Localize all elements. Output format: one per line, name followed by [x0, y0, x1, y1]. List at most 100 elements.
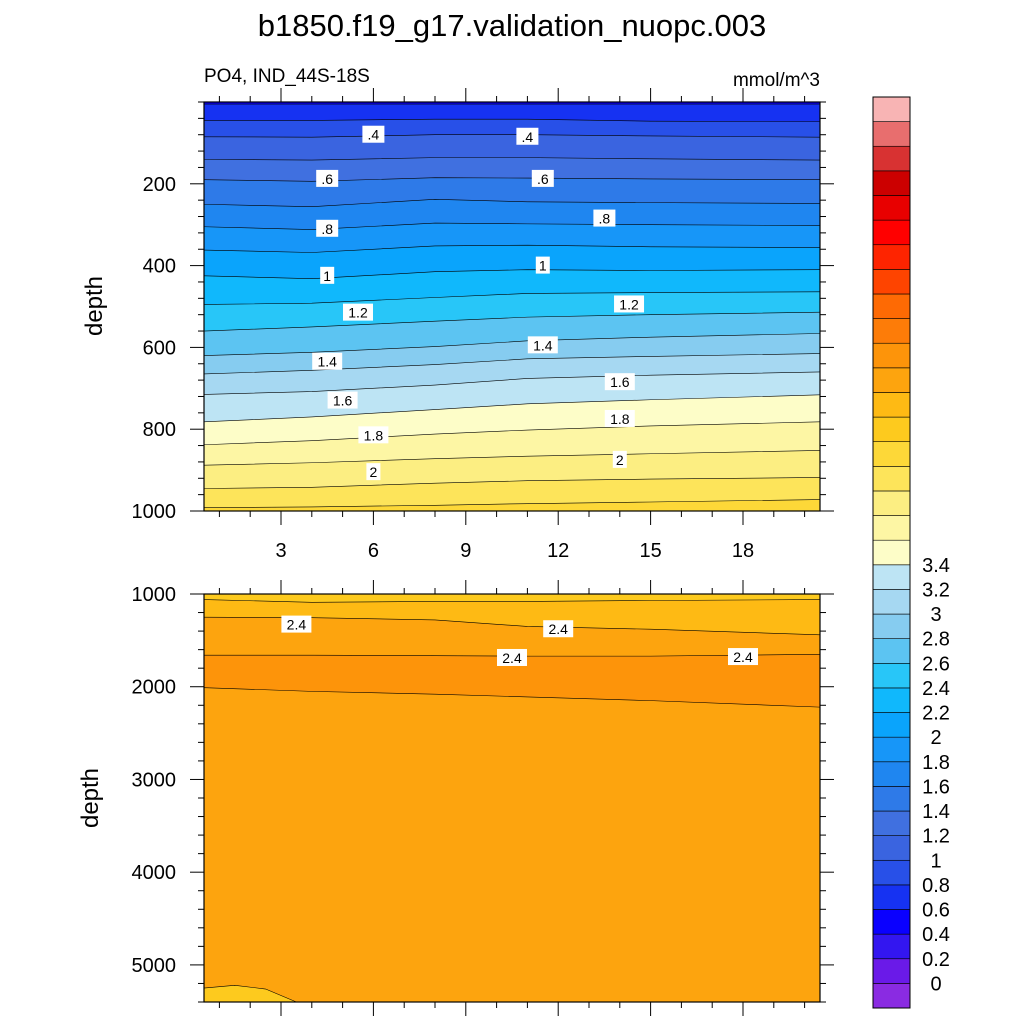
contour-label-text: .8 — [599, 211, 611, 227]
colorbar-tick-label: 0.6 — [922, 900, 950, 922]
x-tick-label: 12 — [547, 540, 569, 562]
colorbar-swatch — [872, 269, 911, 295]
contour-line-12 — [203, 353, 821, 375]
y-tick-label: 2000 — [132, 677, 177, 699]
contour-label-text: 2.4 — [733, 649, 753, 665]
contour-label-box — [535, 256, 550, 274]
contour-label-text: .4 — [368, 127, 380, 143]
contour-line-7 — [203, 244, 821, 253]
colorbar-swatch — [872, 761, 911, 787]
colorbar-tick-label: 2.6 — [922, 653, 950, 675]
contour-label-box — [516, 127, 539, 145]
colorbar-swatch — [872, 342, 911, 369]
colorbar-tick-label: 1.2 — [922, 826, 950, 848]
contour-label-text: 2 — [370, 464, 378, 480]
contour-line-15 — [203, 421, 821, 446]
contour-label-box — [604, 373, 635, 391]
contour-label-0: 2.4 — [281, 615, 312, 633]
contour-label-8: 1.2 — [343, 303, 373, 321]
bottom-panel-ylabel: depth — [77, 768, 104, 828]
contour-label-6: 1 — [320, 266, 335, 284]
contour-line-10 — [203, 311, 821, 332]
x-tick-label: 15 — [639, 540, 661, 562]
contour-label-text: 1.2 — [348, 305, 368, 321]
contour-label-text: 2.4 — [287, 617, 307, 633]
contour-line-11 — [203, 333, 821, 356]
contour-label-box — [316, 169, 339, 187]
contour-line-16 — [203, 450, 821, 466]
left-subtitle: PO4, IND_44S-18S — [204, 66, 370, 87]
colorbar-swatch — [872, 318, 911, 344]
contour-label-3: .6 — [531, 169, 554, 187]
contour-line-14 — [203, 394, 821, 423]
contour-line-5 — [203, 199, 821, 208]
colorbar-swatch — [872, 219, 911, 246]
x-tick-label: 18 — [732, 540, 754, 562]
contour-label-box — [531, 169, 554, 187]
colorbar-swatch — [872, 441, 911, 467]
contour-label-text: .8 — [321, 221, 333, 237]
top-panel: .4 .4 .6 .6 .8 .8 1 1 1.2 1.2 1.4 1.4 1.6 1.6 1.8 1.8 2 2… — [81, 88, 834, 562]
contour-label-box — [281, 615, 312, 633]
contour-label-text: 1 — [539, 258, 547, 274]
contour-label-text: .4 — [522, 129, 534, 145]
contour-label-box — [593, 209, 616, 227]
contour-label-0: .4 — [362, 125, 385, 143]
contour-label-12: 1.6 — [327, 391, 358, 409]
colorbar-swatch — [872, 145, 911, 172]
bottom-panel-contour-labels: 2.4 2.4 2.4 2.4 — [281, 615, 758, 666]
contour-line-18 — [203, 499, 821, 509]
contour-label-box — [362, 125, 385, 143]
colorbar-tick-label: 2.4 — [922, 678, 950, 700]
contour-label-text: 2.4 — [548, 621, 568, 637]
y-tick-label: 3000 — [132, 769, 177, 791]
bottom-panel: 2.4 2.4 2.4 2.4 1000 2000 3000 4000 5000 depth — [77, 580, 834, 1016]
contour-label-text: 1.6 — [333, 393, 353, 409]
contour-label-2: 2.4 — [497, 648, 527, 666]
top-panel-ylabel: depth — [81, 276, 108, 336]
contour-label-box — [358, 426, 389, 444]
colorbar-swatch — [872, 786, 911, 812]
contour-line-0 — [203, 599, 821, 603]
colorbar-swatch — [872, 515, 911, 541]
contour-line-8 — [203, 269, 821, 279]
colorbar-swatch — [872, 195, 911, 221]
contour-label-text: 2 — [616, 452, 624, 468]
contour-label-15: 1.8 — [604, 409, 635, 427]
top-panel-contour-labels: .4 .4 .6 .6 .8 .8 1 1 1.2 1.2 1.4 1.4 1.6 1.6 1.8 1.8 2 2 — [312, 125, 645, 481]
colorbar-tick-label: 3.2 — [922, 579, 950, 601]
colorbar-swatch — [872, 835, 911, 861]
x-tick-label: 6 — [368, 540, 379, 562]
colorbar-swatch — [872, 613, 911, 639]
contour-label-text: 1.2 — [619, 296, 639, 312]
contour-label-10: 1.4 — [312, 352, 343, 370]
colorbar-tick-label: 0.4 — [922, 924, 950, 946]
contour-label-1: 2.4 — [543, 620, 574, 638]
colorbar-swatch — [872, 884, 911, 910]
contour-line-9 — [203, 291, 821, 305]
colorbar-tick-label: 1.4 — [922, 801, 950, 823]
contour-label-7: 1 — [535, 256, 550, 274]
colorbar-swatch — [872, 983, 911, 1009]
colorbar-swatch — [872, 416, 911, 443]
contour-line-1 — [204, 118, 821, 122]
colorbar-swatch — [872, 736, 911, 763]
colorbar-swatch — [872, 909, 911, 935]
contour-label-box — [316, 219, 339, 237]
contour-label-text: .6 — [537, 171, 549, 187]
colorbar-tick-label: 2.2 — [922, 703, 950, 725]
colorbar-swatch — [872, 933, 911, 960]
y-tick-label: 600 — [143, 337, 176, 359]
colorbar-swatch — [872, 638, 911, 664]
colorbar-tick-label: 3 — [930, 604, 941, 626]
contour-line-6 — [203, 222, 821, 230]
contour-label-1: .4 — [516, 127, 539, 145]
contour-line-13 — [203, 371, 821, 395]
contour-label-box — [312, 352, 343, 370]
contour-label-9: 1.2 — [614, 295, 645, 313]
contour-label-text: 1.4 — [533, 337, 553, 353]
colorbar-swatch — [872, 589, 911, 615]
colorbar-swatch — [872, 662, 911, 689]
